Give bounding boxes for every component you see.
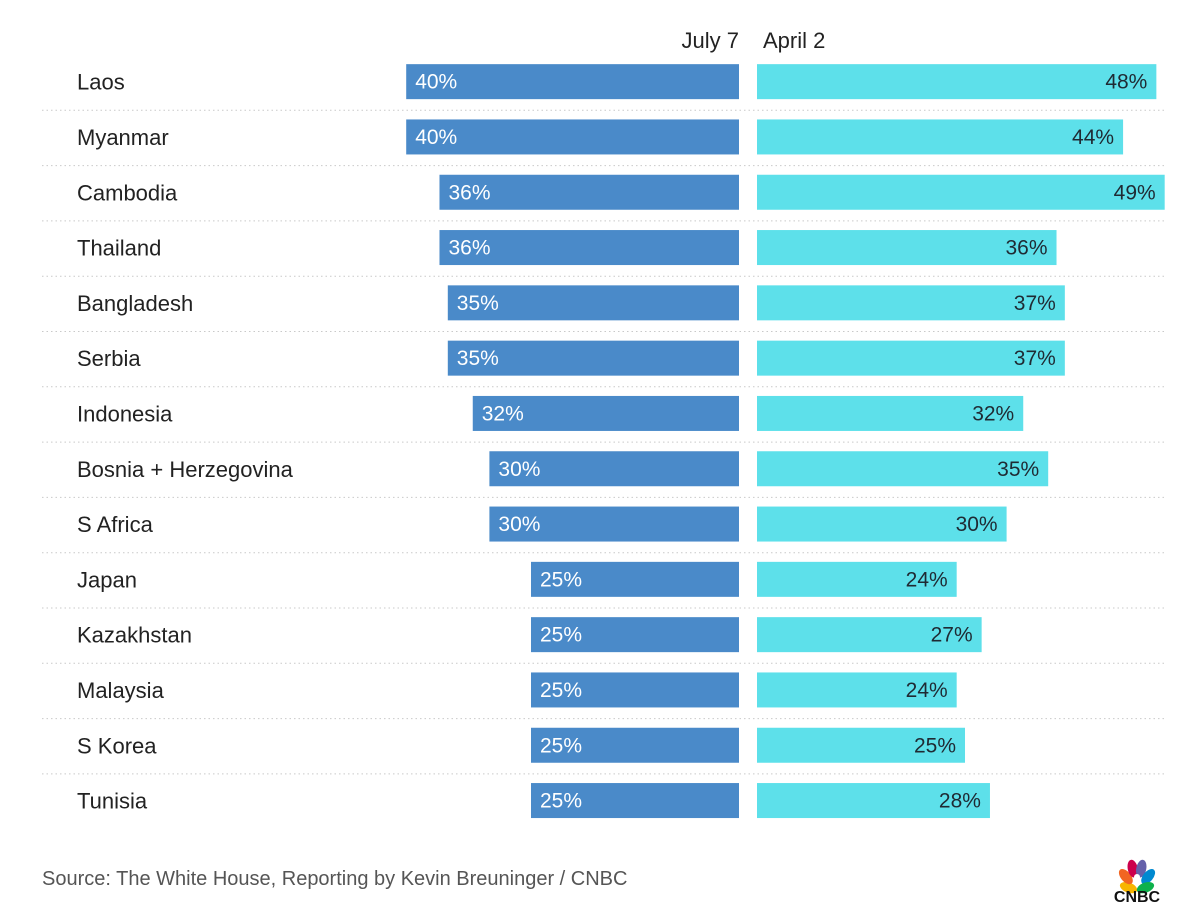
country-label: Indonesia (77, 401, 173, 426)
bar-july-7 (439, 230, 739, 266)
bar-value-april-2: 37% (1014, 292, 1056, 315)
chart-row-serbia: Serbia 35% 37% (42, 331, 1164, 376)
bar-value-april-2: 35% (997, 458, 1039, 481)
chart-row-japan: Japan 25% 24% (42, 552, 1164, 597)
bar-value-april-2: 37% (1014, 347, 1056, 370)
chart-row-bosnia-herzegovina: Bosnia + Herzegovina 30% 35% (42, 441, 1164, 487)
bar-april-2 (757, 727, 965, 763)
bar-april-2 (757, 395, 1024, 431)
country-label: Tunisia (77, 789, 148, 814)
bar-april-2 (757, 561, 957, 597)
bar-value-july-7: 36% (448, 181, 490, 204)
chart-row-bangladesh: Bangladesh 35% 37% (42, 275, 1164, 321)
chart-rows: Laos 40% 48% Myanmar 40% 44% Cambodia 36% 49% Tha… (42, 64, 1165, 819)
bar-april-2 (757, 451, 1049, 487)
bar-july-7 (472, 395, 739, 431)
bar-value-july-7: 25% (540, 734, 582, 757)
bar-april-2 (757, 672, 957, 708)
bar-april-2 (757, 340, 1065, 376)
bar-july-7 (489, 451, 739, 487)
chart-row-s-africa: S Africa 30% 30% (42, 496, 1164, 542)
bar-july-7 (531, 727, 739, 763)
bar-july-7 (531, 617, 739, 653)
chart-row-tunisia: Tunisia 25% 28% (42, 773, 1164, 819)
chart-row-kazakhstan: Kazakhstan 25% 27% (42, 607, 1164, 653)
bar-value-july-7: 40% (415, 126, 457, 149)
bar-value-july-7: 30% (498, 513, 540, 536)
bar-value-april-2: 36% (1005, 237, 1047, 260)
bar-july-7 (406, 64, 739, 100)
series-label-july-7: July 7 (682, 28, 739, 53)
bar-july-7 (531, 783, 739, 819)
bar-april-2 (757, 617, 982, 653)
country-label: Thailand (77, 236, 161, 261)
bar-july-7 (447, 285, 739, 321)
country-label: Laos (77, 70, 125, 95)
bar-value-april-2: 24% (906, 568, 948, 591)
chart-row-thailand: Thailand 36% 36% (42, 220, 1164, 266)
bar-value-april-2: 27% (931, 624, 973, 647)
bar-value-july-7: 25% (540, 790, 582, 813)
series-headers: July 7 April 2 (682, 28, 826, 53)
bar-value-july-7: 25% (540, 679, 582, 702)
chart-row-laos: Laos 40% 48% (77, 64, 1157, 100)
bar-april-2 (757, 783, 990, 819)
bar-value-july-7: 40% (415, 71, 457, 94)
bar-value-april-2: 30% (956, 513, 998, 536)
bar-july-7 (531, 672, 739, 708)
cnbc-logo: CNBC (1114, 859, 1161, 905)
country-label: S Africa (77, 512, 154, 537)
bar-value-july-7: 25% (540, 624, 582, 647)
bar-value-april-2: 48% (1105, 71, 1147, 94)
country-label: Bosnia + Herzegovina (77, 457, 294, 482)
peacock-icon (1118, 859, 1156, 894)
bar-value-april-2: 25% (914, 734, 956, 757)
bar-value-april-2: 24% (906, 679, 948, 702)
tariff-comparison-chart: July 7 April 2 Laos 40% 48% Myanmar 40% 44% Cam… (42, 28, 1165, 819)
bar-value-july-7: 36% (448, 237, 490, 260)
chart-row-malaysia: Malaysia 25% 24% (42, 662, 1164, 708)
bar-july-7 (447, 340, 739, 376)
bar-value-april-2: 44% (1072, 126, 1114, 149)
country-label: Japan (77, 567, 137, 592)
country-label: Cambodia (77, 180, 178, 205)
bar-april-2 (757, 506, 1007, 542)
country-label: Kazakhstan (77, 623, 192, 648)
bar-april-2 (757, 285, 1065, 321)
bar-value-april-2: 49% (1114, 181, 1156, 204)
chart-row-s-korea: S Korea 25% 25% (42, 718, 1164, 763)
bar-value-july-7: 32% (482, 402, 524, 425)
bar-july-7 (439, 174, 739, 210)
bar-value-april-2: 32% (972, 402, 1014, 425)
bar-april-2 (757, 230, 1057, 266)
bar-april-2 (757, 64, 1157, 100)
country-label: Malaysia (77, 678, 165, 703)
country-label: Bangladesh (77, 291, 193, 316)
chart-row-indonesia: Indonesia 32% 32% (42, 386, 1164, 431)
chart-row-cambodia: Cambodia 36% 49% (42, 165, 1165, 210)
bar-july-7 (406, 119, 739, 155)
country-label: S Korea (77, 733, 157, 758)
country-label: Serbia (77, 346, 141, 371)
logo-wordmark: CNBC (1114, 889, 1161, 905)
bar-value-july-7: 35% (457, 292, 499, 315)
bar-value-july-7: 30% (498, 458, 540, 481)
bar-value-july-7: 25% (540, 568, 582, 591)
source-note: Source: The White House, Reporting by Ke… (42, 868, 628, 890)
bar-april-2 (757, 174, 1165, 210)
chart-row-myanmar: Myanmar 40% 44% (42, 109, 1164, 155)
bar-value-july-7: 35% (457, 347, 499, 370)
bar-april-2 (757, 119, 1124, 155)
bar-july-7 (489, 506, 739, 542)
series-label-april-2: April 2 (763, 28, 825, 53)
bar-value-april-2: 28% (939, 790, 981, 813)
bar-july-7 (531, 561, 739, 597)
country-label: Myanmar (77, 125, 169, 150)
